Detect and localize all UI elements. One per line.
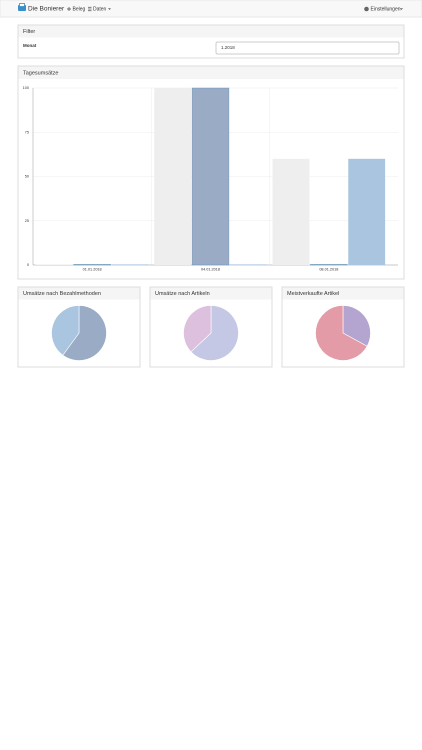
plus-icon: [67, 7, 71, 11]
bar: [154, 88, 192, 265]
pie-slice: [183, 305, 212, 353]
caret: [400, 8, 403, 10]
bar: [348, 158, 386, 265]
pie-slice: [62, 305, 107, 361]
pie-slice: [315, 305, 368, 361]
pie-slice: [51, 305, 80, 356]
panel-title: Umsätze nach Bezahlmethoden: [23, 291, 101, 297]
panel-title: Umsätze nach Artikeln: [155, 291, 210, 297]
filter-label: Monat: [23, 43, 37, 48]
bar: [73, 264, 111, 266]
y-tick-label: 25: [25, 219, 29, 223]
caret: [108, 8, 111, 10]
panel-heading: [18, 66, 404, 79]
nav-item[interactable]: Beleg: [73, 6, 86, 12]
panel-title: Meistverkaufte Artikel: [287, 291, 339, 297]
panel-heading: [282, 287, 404, 300]
y-tick-label: 50: [25, 175, 29, 179]
pie-slice: [190, 305, 239, 361]
bar: [310, 264, 348, 266]
x-tick-label: 04.01.2018: [201, 268, 220, 272]
month-value: 1.2018: [221, 45, 235, 50]
month-input[interactable]: [215, 41, 400, 55]
panel-heading: [150, 287, 272, 300]
panel-title: Filter: [23, 29, 35, 35]
pie-slice: [342, 305, 371, 347]
brand-icon: [18, 3, 26, 11]
brand[interactable]: Die Bonierer: [28, 6, 65, 13]
panel-heading: [18, 287, 140, 300]
x-tick-label: 08.01.2018: [319, 268, 338, 272]
x-tick-label: 01.01.2018: [83, 268, 102, 272]
settings[interactable]: Einstellungen: [371, 6, 401, 12]
bar: [229, 264, 267, 265]
nav-item[interactable]: Daten: [93, 6, 107, 12]
y-tick-label: 0: [27, 263, 29, 267]
y-tick-label: 75: [25, 130, 29, 134]
bar: [272, 158, 310, 265]
panel-heading: [18, 25, 404, 38]
list-icon: [88, 6, 92, 12]
bar: [111, 264, 149, 265]
navbar: [0, 0, 422, 18]
panel-title: Tagesumsätze: [23, 70, 58, 76]
gear-icon: [364, 6, 369, 12]
y-tick-label: 100: [23, 86, 29, 90]
bar: [191, 87, 230, 266]
bar: [35, 264, 73, 265]
